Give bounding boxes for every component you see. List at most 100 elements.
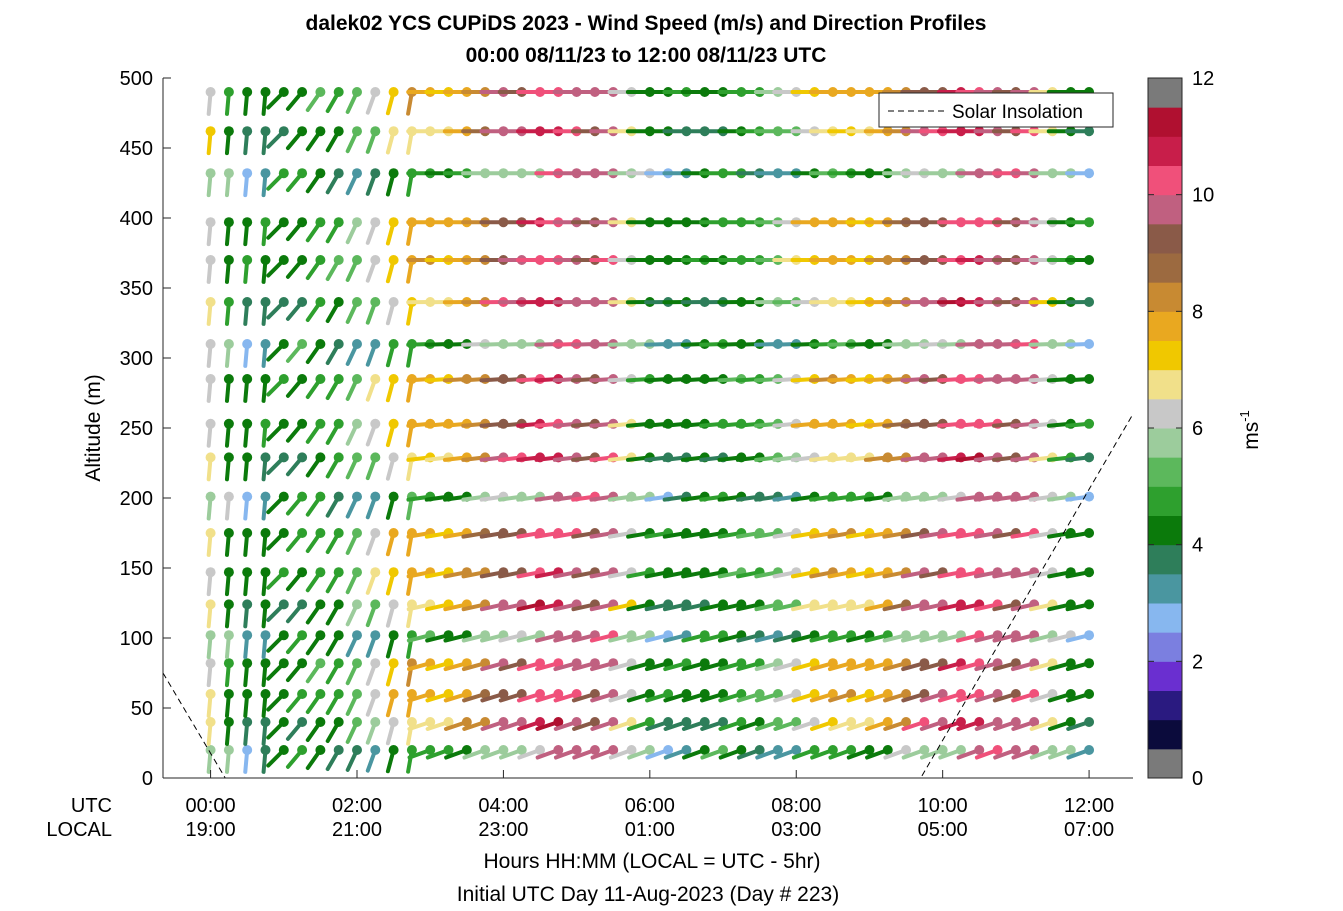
wind-barb-dot: [1084, 339, 1095, 349]
wind-barb-dot: [242, 452, 253, 463]
wind-barb-dot: [333, 217, 344, 228]
wind-barb-dot: [718, 717, 729, 727]
wind-barb-dot: [260, 452, 271, 463]
wind-barb-dot: [297, 297, 308, 307]
wind-barb-dot: [333, 630, 344, 641]
wind-barb-dot: [425, 745, 436, 755]
wind-barb-dot: [352, 491, 362, 502]
wind-barb-dot: [370, 255, 381, 265]
wind-barb-dot: [1084, 658, 1095, 669]
wind-barb-dot: [1084, 452, 1095, 463]
wind-barb-dot: [278, 418, 289, 429]
wind-barb-dot: [278, 297, 289, 307]
wind-barb-dot: [388, 491, 399, 502]
wind-barb-dot: [754, 745, 765, 755]
wind-barb-dot: [388, 168, 399, 179]
wind-barb-dot: [1084, 217, 1095, 228]
wind-barb-dot: [315, 745, 326, 755]
wind-barb-dot: [297, 689, 308, 699]
wind-barb-dot: [260, 658, 271, 669]
wind-barb-dot: [846, 717, 857, 727]
wind-barb-dot: [827, 689, 838, 699]
wind-barb-dot: [333, 658, 344, 669]
wind-barb-dot: [718, 745, 729, 755]
wind-barb-dot: [516, 689, 527, 699]
wind-barb-dot: [370, 418, 381, 429]
wind-barb-dot: [223, 528, 234, 538]
wind-barb-dot: [553, 745, 564, 755]
wind-barb-dot: [388, 528, 399, 538]
wind-barb-dot: [333, 491, 344, 502]
wind-barb-dot: [297, 217, 308, 228]
wind-barb-dot: [1065, 717, 1076, 727]
wind-barb-dot: [333, 374, 344, 384]
wind-barb-dot: [260, 528, 271, 538]
wind-barb-dot: [315, 418, 326, 429]
wind-barb-dot: [370, 630, 381, 641]
wind-barb-dot: [352, 126, 362, 137]
wind-barb-dot: [1029, 745, 1040, 755]
wind-barb-dot: [388, 599, 399, 610]
wind-barb-dot: [260, 491, 271, 502]
wind-barb-dot: [846, 745, 857, 755]
wind-barb-dot: [352, 567, 362, 578]
wind-barb-dot: [992, 745, 1003, 755]
wind-barb-dot: [461, 717, 472, 727]
wind-barb-dot: [333, 689, 344, 699]
wind-barb-dot: [205, 339, 216, 349]
wind-barb-dot: [370, 745, 381, 755]
wind-barb-dot: [278, 567, 289, 578]
wind-barb-dot: [937, 745, 948, 755]
wind-barb-dot: [333, 255, 344, 265]
colorbar-tick-label: 8: [1192, 301, 1203, 323]
wind-barb-dot: [388, 255, 399, 265]
colorbar-segment: [1148, 136, 1182, 166]
wind-barb-dot: [297, 87, 308, 97]
wind-barb-dot: [333, 745, 344, 755]
wind-barb-dot: [297, 452, 308, 463]
wind-barb-dot: [278, 745, 289, 755]
colorbar-segment: [1148, 78, 1182, 108]
colorbar-segment: [1148, 748, 1182, 779]
wind-barb-dot: [1010, 717, 1021, 727]
wind-barb-dot: [754, 717, 765, 727]
wind-barb-dot: [352, 255, 362, 265]
wind-barb-dot: [315, 87, 326, 97]
wind-barb-dot: [352, 217, 362, 228]
x-tick-label-utc: 06:00: [625, 795, 675, 817]
wind-barb-dot: [791, 717, 802, 727]
wind-barb-dot: [223, 491, 234, 502]
wind-barb-dot: [443, 717, 454, 727]
wind-barb-dot: [370, 528, 381, 538]
wind-barb-dot: [315, 168, 326, 179]
colorbar: [1147, 77, 1183, 779]
wind-barb-dot: [278, 630, 289, 641]
colorbar-segment: [1148, 544, 1182, 575]
wind-barb-dot: [242, 339, 253, 349]
wind-barb-dot: [370, 374, 381, 384]
wind-barb-dot: [333, 126, 344, 137]
wind-barb-dot: [644, 689, 655, 699]
wind-barb-dot: [663, 717, 674, 727]
wind-barb-dot: [315, 374, 326, 384]
wind-barb-dot: [370, 599, 381, 610]
wind-barb-dot: [242, 297, 253, 307]
wind-barb-dot: [205, 491, 216, 502]
wind-barb-dot: [571, 689, 582, 699]
wind-barb-dot: [553, 689, 564, 699]
wind-barb-dot: [223, 297, 234, 307]
wind-barb-dot: [205, 528, 216, 538]
wind-barb-dot: [1010, 745, 1021, 755]
wind-barb-dot: [1084, 255, 1095, 265]
wind-barb-dot: [681, 717, 692, 727]
wind-barb-dot: [242, 528, 253, 538]
wind-barb-dot: [827, 717, 838, 727]
wind-barb-dot: [278, 168, 289, 179]
wind-barb-dot: [223, 689, 234, 699]
wind-barb-dot: [955, 717, 966, 727]
wind-barb-dot: [297, 658, 308, 669]
wind-barb-dot: [352, 745, 362, 755]
wind-barb-dot: [1029, 717, 1040, 727]
wind-barb-dot: [352, 452, 362, 463]
colorbar-segment: [1148, 486, 1182, 516]
